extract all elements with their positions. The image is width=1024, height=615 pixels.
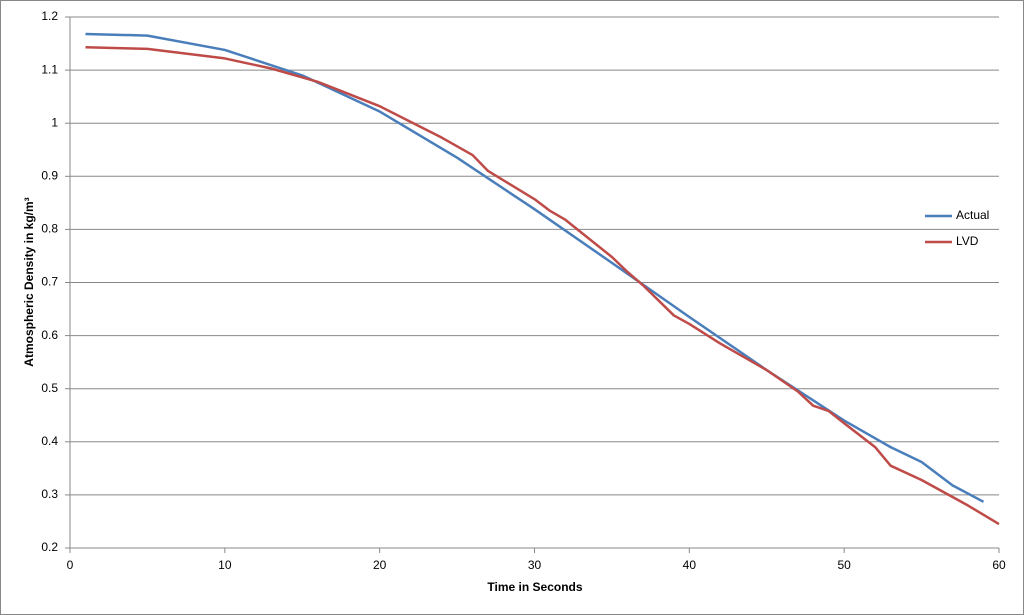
x-tick-label: 60 xyxy=(992,558,1006,572)
y-tick-label: 0.2 xyxy=(41,540,58,554)
x-tick-label: 10 xyxy=(218,558,232,572)
y-tick-label: 0.4 xyxy=(41,434,58,448)
y-tick-label: 0.6 xyxy=(41,328,58,342)
y-tick-label: 0.9 xyxy=(41,168,58,182)
y-tick-label: 0.7 xyxy=(41,275,58,289)
y-tick-label: 1.1 xyxy=(41,62,58,76)
y-tick-label: 1.2 xyxy=(41,9,58,23)
x-tick-label: 20 xyxy=(373,558,387,572)
x-tick-label: 50 xyxy=(837,558,851,572)
x-tick-label: 30 xyxy=(528,558,542,572)
legend-label: Actual xyxy=(956,208,989,222)
y-axis-label: Atmospheric Density in kg/m³ xyxy=(22,197,36,366)
data-line xyxy=(85,32,985,503)
y-tick-label: 0.5 xyxy=(41,381,58,395)
y-tick-label: 0.8 xyxy=(41,222,58,236)
x-tick-label: 40 xyxy=(683,558,697,572)
legend-label: LVD xyxy=(956,234,979,248)
data-line xyxy=(85,46,1000,526)
x-tick-label: 0 xyxy=(67,558,74,572)
y-tick-label: 0.3 xyxy=(41,487,58,501)
y-tick-label: 1 xyxy=(51,115,58,129)
x-axis-label: Time in Seconds xyxy=(487,580,582,594)
